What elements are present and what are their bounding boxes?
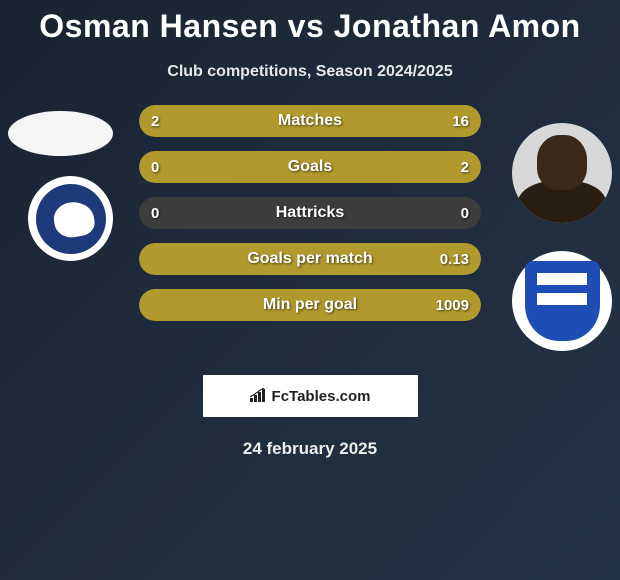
club-logo-right: [512, 251, 612, 351]
stat-label: Min per goal: [139, 296, 481, 314]
club-logo-left: [28, 176, 113, 261]
stat-value-right: 16: [452, 113, 469, 130]
avatar-player-left: [8, 111, 113, 156]
stat-label: Goals per match: [139, 250, 481, 268]
stat-bars: 2Matches160Goals20Hattricks0Goals per ma…: [139, 105, 481, 335]
stat-bar: Min per goal1009: [139, 289, 481, 321]
stat-label: Hattricks: [139, 204, 481, 222]
randers-crest-icon: [36, 184, 106, 254]
date-stamp: 24 february 2025: [0, 439, 620, 459]
stat-value-right: 0.13: [440, 251, 469, 268]
brand-text: FcTables.com: [272, 388, 371, 405]
page-title: Osman Hansen vs Jonathan Amon: [0, 0, 620, 45]
brand-badge: FcTables.com: [203, 375, 418, 417]
stat-bar: 0Goals2: [139, 151, 481, 183]
stat-bar: 2Matches16: [139, 105, 481, 137]
stat-bar: 0Hattricks0: [139, 197, 481, 229]
stat-bar: Goals per match0.13: [139, 243, 481, 275]
stat-value-right: 2: [461, 159, 469, 176]
stat-value-right: 0: [461, 205, 469, 222]
lyngby-crest-icon: [525, 261, 600, 341]
avatar-player-right: [512, 123, 612, 223]
comparison-content: 2 Matches16 0Goals2 0Hattricks0 Goals per ma…: [0, 111, 620, 371]
stat-value-right: 1009: [436, 297, 469, 314]
chart-icon: [250, 388, 268, 405]
subtitle: Club competitions, Season 2024/2025: [0, 63, 620, 81]
stat-label: Matches: [139, 112, 481, 130]
stat-label: Goals: [139, 158, 481, 176]
